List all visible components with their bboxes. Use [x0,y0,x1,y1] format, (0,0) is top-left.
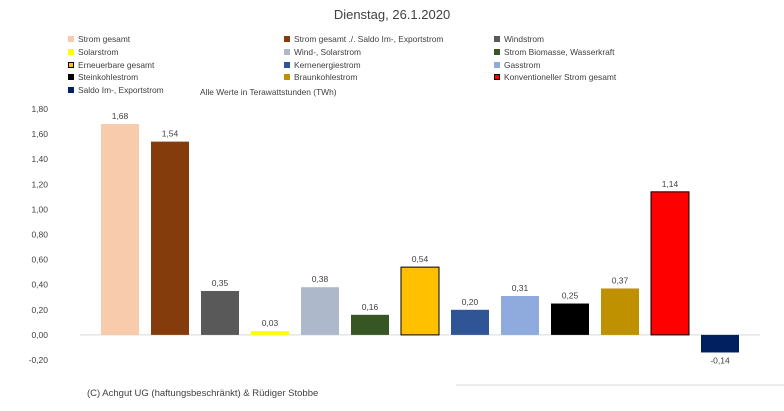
legend-label: Strom gesamt ./. Saldo Im-, Exportstrom [294,34,444,44]
legend-label: Wind-, Solarstrom [294,46,362,57]
y-tick-label: 1,80 [31,104,48,114]
legend-item: Steinkohlestrom [68,72,138,82]
bar [701,334,739,353]
bar [601,288,639,335]
legend-item: Wind-, Solarstrom [284,47,361,57]
bar-value-label: 1,14 [662,179,679,189]
copyright-footer: (C) Achgut UG (haftungsbeschränkt) & Rüd… [87,388,319,399]
legend-swatch [494,61,500,68]
legend-swatch [284,74,290,81]
legend-swatch [494,36,500,42]
bar-value-label: 0,20 [462,297,479,307]
y-tick-label: 0,00 [31,330,48,340]
legend-item: Erneuerbare gesamt [68,60,154,70]
legend-swatch [68,61,74,68]
legend-swatch [68,74,74,81]
bar [351,314,389,335]
y-tick-label: 1,40 [31,154,48,164]
unit-note: Alle Werte in Terawattstunden (TWh) [200,87,337,97]
legend-item: Strom gesamt [68,34,130,44]
bar-value-label: 0,16 [362,302,379,312]
bar-value-label: 0,37 [612,275,629,285]
y-tick-label: 1,00 [31,204,48,214]
bar-value-label: 0,03 [262,318,279,328]
bar-value-label: 1,68 [112,111,129,121]
bar [151,141,189,335]
y-tick-label: 0,60 [31,255,48,265]
legend-item: Kernenergiestrom [284,60,361,70]
y-tick-label: 0,40 [31,280,48,290]
legend-swatch [284,36,290,42]
chart-title: Dienstag, 26.1.2020 [333,7,451,22]
legend-item: Konventioneller Strom gesamt [494,72,616,82]
bar [501,295,539,335]
bar [101,124,139,335]
legend-swatch [284,61,290,68]
legend-item: Saldo Im-, Exportstrom [68,85,164,95]
bar [201,290,239,335]
y-tick-label: -0,20 [29,355,49,365]
bar-value-label: 1,54 [162,129,179,139]
legend-item: Strom gesamt ./. Saldo Im-, Exportstrom [284,34,443,44]
legend-item: Solarstrom [68,47,119,57]
legend-label: Erneuerbare gesamt [78,59,155,70]
bar-value-label: 0,35 [212,278,229,288]
bar-value-label: 0,54 [412,254,429,264]
legend-label: Braunkohlestrom [294,72,358,83]
legend-label: Windstrom [504,34,545,44]
legend-item: Strom Biomasse, Wasserkraft [494,47,614,57]
legend-swatch [284,48,290,55]
legend-label: Strom Biomasse, Wasserkraft [504,46,615,57]
legend-label: Strom gesamt [78,34,131,44]
bar [451,309,489,335]
legend-swatch [68,36,74,42]
legend-label: Solarstrom [78,46,119,57]
legend-swatch [68,87,74,94]
bar [301,287,339,335]
legend-label: Kernenergiestrom [294,59,361,70]
bar [400,266,440,336]
bar [251,331,289,335]
legend-swatch [68,48,74,55]
legend-label: Gasstrom [504,59,541,70]
legend-label: Konventioneller Strom gesamt [504,72,617,83]
bar-value-label: -0,14 [710,355,730,365]
bar [650,191,690,336]
y-tick-label: 1,20 [31,179,48,189]
legend-item: Gasstrom [494,60,540,70]
bar-value-label: 0,31 [512,283,529,293]
y-tick-label: 0,20 [31,305,48,315]
bar-value-label: 0,25 [562,291,579,301]
legend-item: Braunkohlestrom [284,72,357,82]
bar-value-label: 0,38 [312,274,329,284]
y-tick-label: 1,60 [31,129,48,139]
legend-label: Saldo Im-, Exportstrom [78,85,164,96]
legend-label: Steinkohlestrom [78,72,139,83]
legend-swatch [494,74,500,81]
bar [551,303,589,335]
legend-swatch [494,48,500,55]
y-tick-label: 0,80 [31,230,48,240]
legend-item: Windstrom [494,34,544,44]
